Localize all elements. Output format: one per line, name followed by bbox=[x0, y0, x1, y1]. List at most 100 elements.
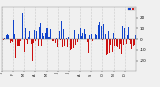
Bar bbox=[133, 39, 134, 46]
Bar bbox=[77, 39, 78, 42]
Bar bbox=[16, 39, 17, 41]
Bar bbox=[8, 35, 9, 39]
Bar bbox=[52, 39, 53, 41]
Bar bbox=[122, 25, 123, 39]
Bar bbox=[42, 33, 43, 39]
Bar bbox=[116, 39, 117, 46]
Bar bbox=[36, 31, 37, 39]
Bar bbox=[2, 33, 3, 39]
Bar bbox=[34, 31, 35, 39]
Bar bbox=[111, 33, 112, 39]
Bar bbox=[64, 39, 65, 46]
Bar bbox=[1, 39, 2, 41]
Bar bbox=[39, 27, 40, 39]
Bar bbox=[5, 34, 6, 39]
Bar bbox=[105, 34, 106, 39]
Bar bbox=[31, 39, 32, 44]
Bar bbox=[78, 34, 79, 39]
Bar bbox=[14, 34, 15, 39]
Bar bbox=[126, 39, 127, 44]
Bar bbox=[96, 35, 97, 39]
Bar bbox=[92, 39, 93, 41]
Bar bbox=[93, 39, 94, 44]
Bar bbox=[61, 21, 62, 39]
Bar bbox=[88, 39, 89, 53]
Bar bbox=[46, 28, 47, 39]
Bar bbox=[123, 39, 124, 45]
Bar bbox=[95, 34, 96, 39]
Bar bbox=[56, 38, 57, 39]
Bar bbox=[124, 28, 125, 39]
Bar bbox=[127, 35, 128, 39]
Bar bbox=[57, 39, 58, 47]
Legend: , : , bbox=[128, 8, 135, 10]
Bar bbox=[130, 39, 131, 44]
Bar bbox=[27, 39, 28, 44]
Bar bbox=[121, 39, 122, 54]
Bar bbox=[119, 39, 120, 49]
Bar bbox=[81, 36, 82, 39]
Bar bbox=[90, 36, 91, 39]
Bar bbox=[51, 39, 52, 53]
Bar bbox=[74, 30, 75, 39]
Bar bbox=[63, 29, 64, 39]
Bar bbox=[98, 25, 99, 39]
Bar bbox=[72, 39, 73, 56]
Bar bbox=[82, 33, 83, 39]
Bar bbox=[128, 27, 129, 39]
Bar bbox=[79, 39, 80, 50]
Bar bbox=[17, 39, 18, 46]
Bar bbox=[18, 39, 19, 46]
Bar bbox=[24, 39, 25, 52]
Bar bbox=[53, 39, 54, 41]
Bar bbox=[99, 22, 100, 39]
Bar bbox=[104, 39, 105, 46]
Bar bbox=[132, 33, 133, 39]
Bar bbox=[50, 29, 51, 39]
Bar bbox=[38, 39, 39, 46]
Bar bbox=[29, 31, 30, 39]
Bar bbox=[68, 37, 69, 39]
Bar bbox=[71, 39, 72, 49]
Bar bbox=[131, 39, 132, 49]
Bar bbox=[22, 13, 23, 39]
Bar bbox=[10, 39, 11, 43]
Bar bbox=[120, 39, 121, 44]
Bar bbox=[110, 39, 111, 45]
Bar bbox=[40, 23, 41, 39]
Bar bbox=[100, 39, 101, 45]
Bar bbox=[87, 39, 88, 42]
Bar bbox=[45, 33, 46, 39]
Bar bbox=[25, 28, 26, 39]
Bar bbox=[44, 34, 45, 39]
Bar bbox=[89, 35, 90, 39]
Bar bbox=[91, 34, 92, 39]
Bar bbox=[4, 38, 5, 39]
Bar bbox=[43, 36, 44, 39]
Bar bbox=[134, 39, 135, 45]
Bar bbox=[32, 39, 33, 61]
Bar bbox=[11, 39, 12, 41]
Bar bbox=[35, 39, 36, 41]
Bar bbox=[83, 39, 84, 40]
Bar bbox=[101, 26, 102, 39]
Bar bbox=[28, 37, 29, 39]
Bar bbox=[117, 39, 118, 47]
Bar bbox=[13, 20, 14, 39]
Bar bbox=[85, 34, 86, 39]
Bar bbox=[33, 39, 34, 43]
Bar bbox=[115, 38, 116, 39]
Bar bbox=[112, 39, 113, 52]
Bar bbox=[106, 39, 107, 55]
Bar bbox=[109, 39, 110, 53]
Bar bbox=[62, 39, 63, 47]
Bar bbox=[23, 32, 24, 39]
Bar bbox=[59, 31, 60, 39]
Bar bbox=[113, 33, 114, 39]
Bar bbox=[70, 39, 71, 50]
Bar bbox=[6, 35, 7, 39]
Bar bbox=[49, 37, 50, 39]
Bar bbox=[67, 39, 68, 47]
Bar bbox=[66, 38, 67, 39]
Bar bbox=[12, 39, 13, 42]
